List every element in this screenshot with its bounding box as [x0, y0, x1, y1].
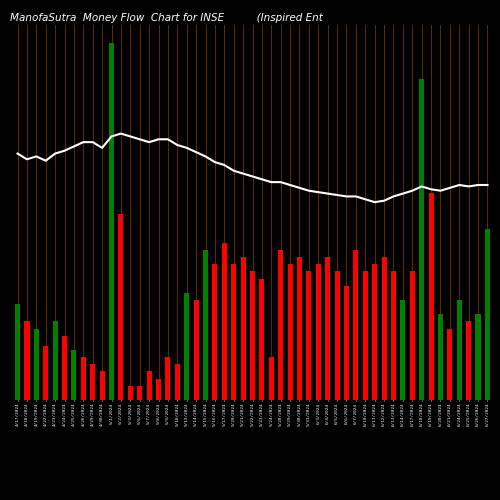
Bar — [128, 386, 133, 400]
Bar — [166, 357, 170, 400]
Bar — [297, 257, 302, 400]
Bar — [250, 272, 255, 400]
Bar — [382, 257, 386, 400]
Bar — [325, 257, 330, 400]
Bar — [194, 300, 198, 400]
Bar — [372, 264, 378, 400]
Bar — [362, 272, 368, 400]
Bar — [354, 250, 358, 400]
Bar — [24, 322, 29, 400]
Bar — [428, 193, 434, 400]
Bar — [391, 272, 396, 400]
Text: ManofaSutra  Money Flow  Chart for INSE          (Inspired Ent: ManofaSutra Money Flow Chart for INSE (I… — [10, 13, 323, 23]
Bar — [306, 272, 312, 400]
Bar — [456, 300, 462, 400]
Bar — [334, 272, 340, 400]
Bar — [15, 304, 20, 400]
Bar — [146, 372, 152, 400]
Bar — [184, 293, 190, 400]
Bar — [212, 264, 218, 400]
Bar — [278, 250, 283, 400]
Bar — [240, 257, 246, 400]
Bar — [466, 322, 471, 400]
Bar — [156, 378, 161, 400]
Bar — [260, 278, 264, 400]
Bar — [43, 346, 49, 400]
Bar — [448, 328, 452, 400]
Bar — [137, 386, 142, 400]
Bar — [231, 264, 236, 400]
Bar — [410, 272, 415, 400]
Bar — [109, 43, 114, 400]
Bar — [100, 372, 104, 400]
Bar — [52, 322, 58, 400]
Bar — [316, 264, 321, 400]
Bar — [72, 350, 76, 400]
Bar — [90, 364, 96, 400]
Bar — [476, 314, 480, 400]
Bar — [438, 314, 443, 400]
Bar — [268, 357, 274, 400]
Bar — [344, 286, 349, 400]
Bar — [400, 300, 406, 400]
Bar — [118, 214, 124, 400]
Bar — [34, 328, 39, 400]
Bar — [203, 250, 208, 400]
Bar — [288, 264, 292, 400]
Bar — [174, 364, 180, 400]
Bar — [80, 357, 86, 400]
Bar — [62, 336, 67, 400]
Bar — [222, 243, 227, 400]
Bar — [485, 228, 490, 400]
Bar — [419, 78, 424, 400]
